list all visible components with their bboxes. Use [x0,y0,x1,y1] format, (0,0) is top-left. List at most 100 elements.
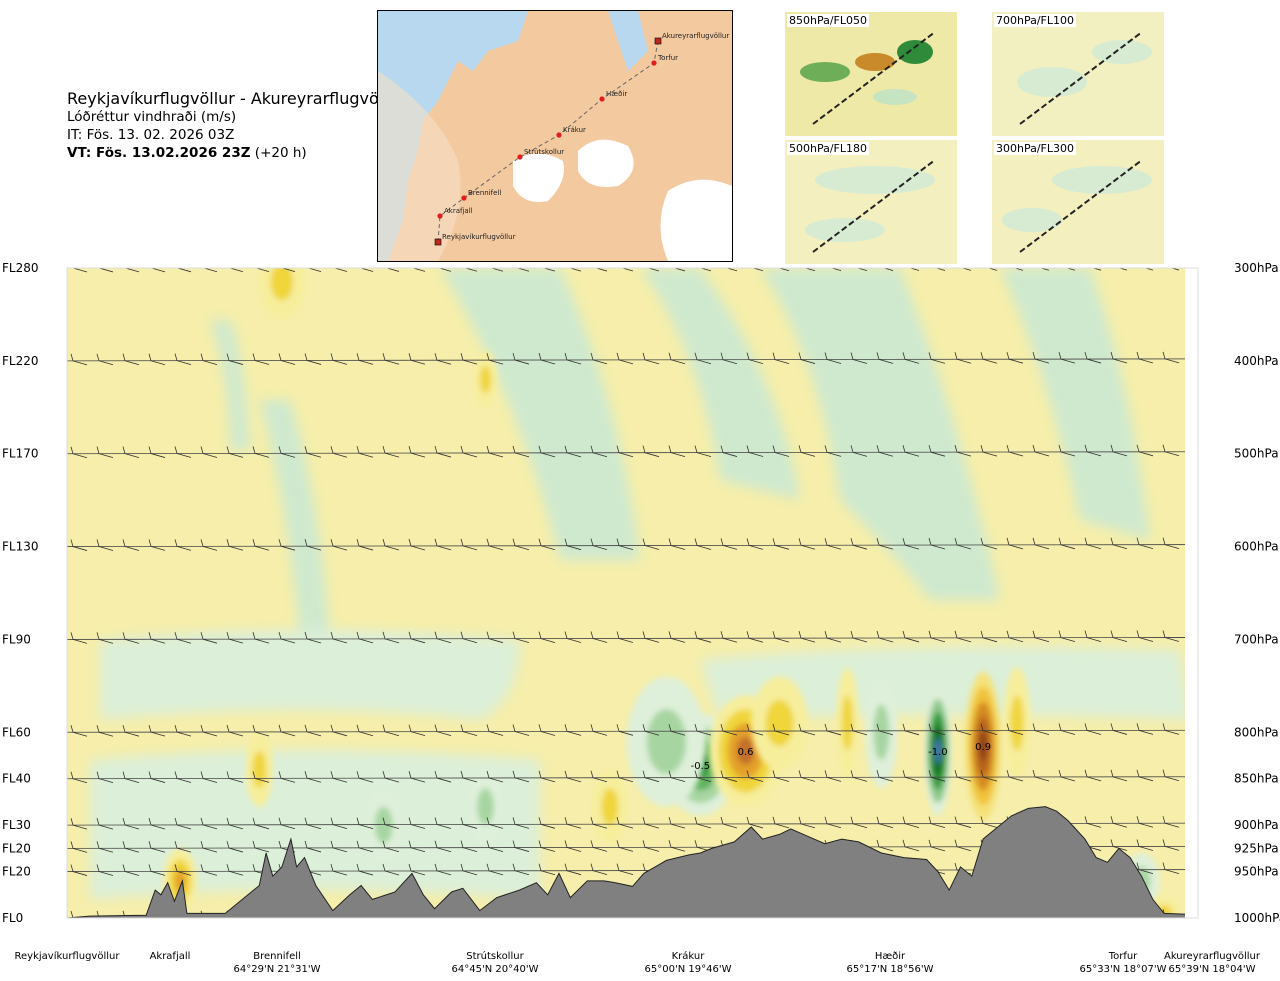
barb-shaft [696,545,712,550]
barb-shaft [488,359,504,365]
barb-shaft [410,545,426,551]
barb-feather [382,353,386,361]
wind-barb [1032,352,1050,364]
barb-shaft [1060,637,1076,643]
wind-barb [434,863,452,876]
barb-feather [70,539,74,547]
barb-shaft [306,545,322,551]
cell-value-label: 0.6 [738,747,754,758]
wind-barb [252,724,270,737]
barb-feather [850,630,854,639]
wind-barb [1110,630,1128,642]
wind-barb [252,353,270,365]
barb-feather [330,446,334,454]
wind-barb [382,724,400,737]
barb-feather [565,260,567,267]
barb-shaft [488,731,504,736]
barb-feather [356,840,360,848]
barb-feather [746,538,750,546]
barb-shaft [1112,730,1128,735]
wind-barb [1110,769,1128,782]
barb-feather [122,864,126,872]
wind-barb [148,864,166,876]
wind-barb [616,445,634,458]
flight-level-label: FL220 [2,354,39,368]
barb-feather [96,632,100,640]
wind-barb [408,817,426,829]
barb-shaft [98,871,114,876]
barb-feather [70,353,74,361]
barb-feather [304,771,308,779]
barb-shaft [592,730,608,736]
wind-barb [304,840,322,853]
barb-feather [434,840,438,848]
wind-barb [434,353,452,365]
wind-barb [668,816,686,829]
barb-shaft [956,451,972,457]
wind-barb [980,769,998,782]
barb-feather [773,260,775,267]
barb-feather [1162,839,1166,847]
barb-shaft [804,268,816,272]
barb-feather [486,770,490,779]
barb-shaft [384,870,400,876]
wind-barb [564,724,582,736]
lead-time: (+20 h) [250,145,307,161]
wind-barb [1136,769,1154,782]
wind-barb [876,630,894,643]
wind-barb [174,817,192,830]
ocean-west [378,11,528,261]
barb-shaft [800,823,816,829]
barb-shaft [384,824,400,829]
wind-barb [746,816,764,829]
wind-barb [642,770,660,783]
barb-feather [460,863,464,871]
wind-barb [460,445,478,458]
barb-shaft [280,731,296,737]
barb-feather [304,446,308,454]
barb-shaft [982,544,998,550]
barb-feather [174,446,178,454]
barb-feather [720,352,724,360]
barb-shaft [1138,451,1154,457]
barb-feather [122,353,126,361]
barb-feather [538,631,542,639]
wind-barb [278,539,296,551]
wind-barb [382,446,400,458]
barb-shaft [644,846,660,852]
wind-barb [1006,352,1024,364]
wind-barb [408,724,426,737]
wind-barb [616,817,634,829]
barb-feather [1032,444,1036,453]
wind-barb [304,446,322,458]
pressure-level-label: 300hPa [1234,261,1279,275]
barb-feather [382,817,386,825]
barb-feather [616,863,620,871]
wind-barb [486,353,504,365]
barb-feather [772,631,776,639]
barb-shaft [280,452,296,458]
barb-shaft [228,638,244,644]
barb-feather [876,352,880,360]
barb-feather [1084,351,1088,360]
vertical-wind-cell [751,676,808,770]
barb-shaft [358,452,374,458]
wind-barb [512,817,530,829]
barb-feather [1032,630,1036,638]
barb-shaft [488,870,504,876]
barb-shaft [852,823,868,829]
wind-barb [304,817,322,830]
barb-shaft [306,360,322,365]
barb-feather [616,445,620,453]
flight-level-label: FL30 [2,818,31,832]
barb-shaft [462,777,478,783]
barb-feather [694,538,698,546]
wind-barb [616,631,634,643]
wind-barb [1084,723,1102,735]
wind-barb [72,268,88,273]
barb-feather [720,724,724,732]
barb-feather [278,724,282,733]
barb-shaft [930,451,946,457]
barb-feather [642,538,646,546]
barb-feather [1162,723,1166,731]
